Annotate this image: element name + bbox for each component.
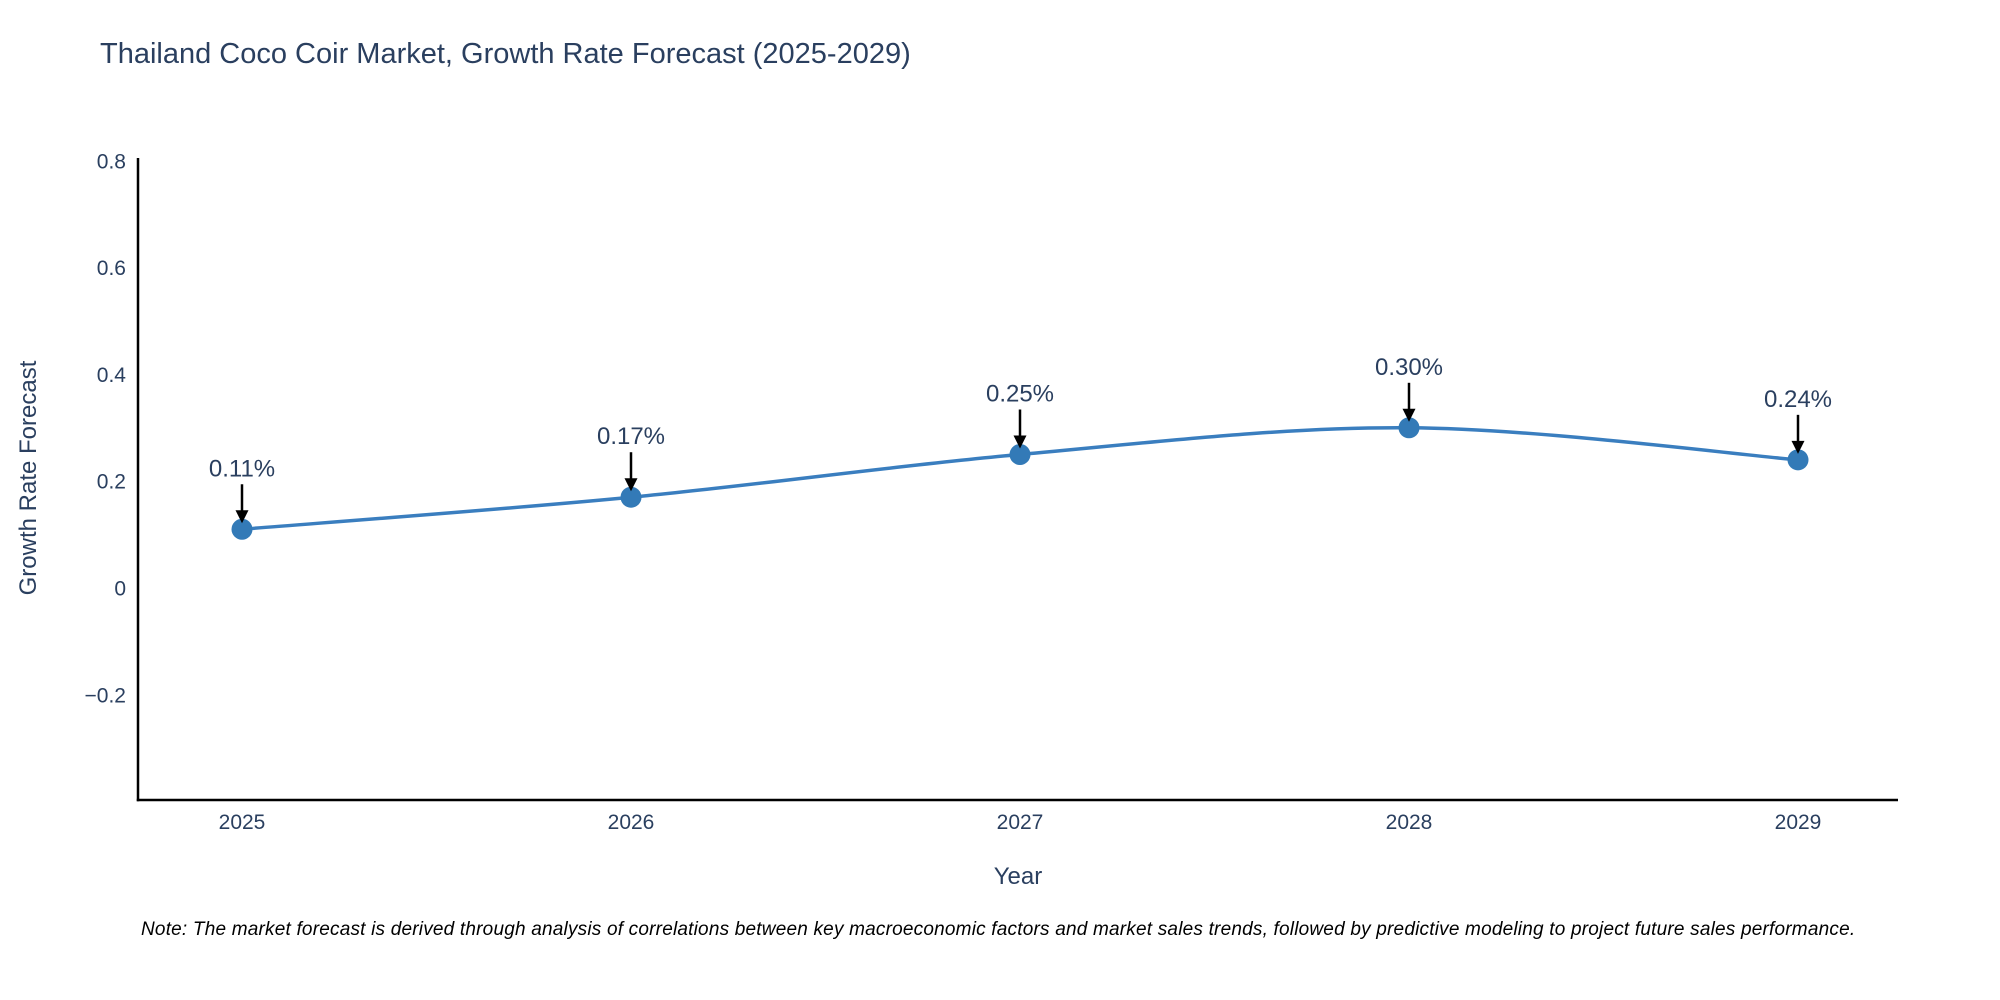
data-point-2026[interactable] (620, 486, 642, 508)
y-tick-label: 0.4 (97, 364, 127, 387)
y-tick-label: 0.2 (97, 471, 126, 494)
y-tick-label: 0 (114, 578, 126, 601)
data-annotations: 0.11% 0.17% 0.25% 0.30% 0.24% (209, 354, 1832, 524)
y-tick-labels: 0.8 0.6 0.4 0.2 0 −0.2 (85, 150, 127, 707)
annotation-arrow-head (624, 478, 638, 492)
x-axis-title: Year (994, 863, 1043, 890)
x-tick-label: 2026 (608, 811, 655, 834)
point-value-label: 0.17% (597, 423, 665, 450)
x-tick-labels: 2025 2026 2027 2028 2029 (219, 811, 1822, 834)
point-value-label: 0.24% (1764, 386, 1832, 413)
series-markers (231, 417, 1809, 540)
annotation-arrow-head (1013, 435, 1027, 449)
y-tick-label: 0.6 (97, 257, 126, 280)
point-value-label: 0.30% (1375, 354, 1443, 381)
x-tick-label: 2028 (1386, 811, 1433, 834)
y-tick-label: −0.2 (85, 684, 126, 707)
data-point-2028[interactable] (1398, 417, 1420, 439)
annotation-arrow-head (1791, 440, 1805, 454)
y-tick-label: 0.8 (97, 150, 126, 173)
data-point-2027[interactable] (1009, 444, 1031, 465)
x-tick-label: 2029 (1775, 811, 1822, 834)
chart-title: Thailand Coco Coir Market, Growth Rate F… (100, 38, 911, 70)
annotation-arrow-head (235, 510, 249, 524)
footnote: Note: The market forecast is derived thr… (141, 919, 1856, 940)
point-value-label: 0.25% (986, 381, 1054, 408)
y-axis-title: Growth Rate Forecast (15, 360, 42, 595)
annotation-arrow-head (1402, 408, 1416, 422)
point-value-label: 0.11% (209, 455, 275, 482)
data-point-2029[interactable] (1787, 449, 1809, 471)
data-point-2025[interactable] (231, 518, 253, 540)
x-tick-label: 2027 (997, 811, 1044, 834)
x-tick-label: 2025 (219, 811, 266, 834)
